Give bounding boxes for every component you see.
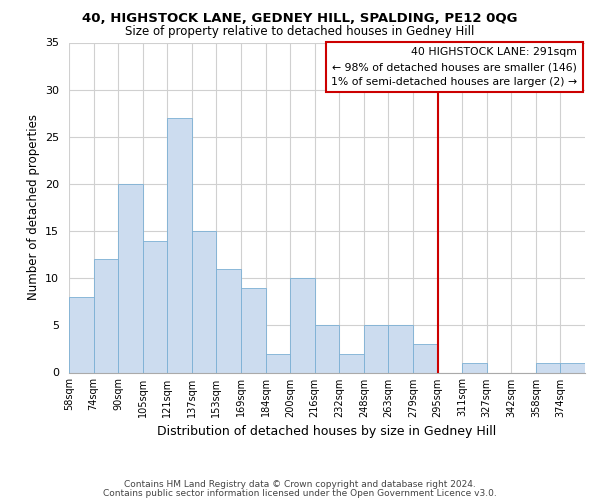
Text: Contains public sector information licensed under the Open Government Licence v3: Contains public sector information licen… [103,488,497,498]
Bar [388,326,413,372]
Y-axis label: Number of detached properties: Number of detached properties [26,114,40,300]
Bar [290,278,315,372]
Bar [167,118,192,372]
Text: 40, HIGHSTOCK LANE, GEDNEY HILL, SPALDING, PE12 0QG: 40, HIGHSTOCK LANE, GEDNEY HILL, SPALDIN… [82,12,518,26]
Bar [536,363,560,372]
Bar [241,288,266,372]
Bar [364,326,388,372]
Bar [315,326,339,372]
Bar [69,297,94,372]
Bar [560,363,585,372]
Bar [94,260,118,372]
Text: Contains HM Land Registry data © Crown copyright and database right 2024.: Contains HM Land Registry data © Crown c… [124,480,476,489]
Bar [217,269,241,372]
Bar [462,363,487,372]
X-axis label: Distribution of detached houses by size in Gedney Hill: Distribution of detached houses by size … [157,425,497,438]
Bar [143,240,167,372]
Text: Size of property relative to detached houses in Gedney Hill: Size of property relative to detached ho… [125,25,475,38]
Bar [266,354,290,372]
Bar [192,231,217,372]
Bar [118,184,143,372]
Text: 40 HIGHSTOCK LANE: 291sqm
← 98% of detached houses are smaller (146)
1% of semi-: 40 HIGHSTOCK LANE: 291sqm ← 98% of detac… [331,48,577,87]
Bar [339,354,364,372]
Bar [413,344,437,372]
